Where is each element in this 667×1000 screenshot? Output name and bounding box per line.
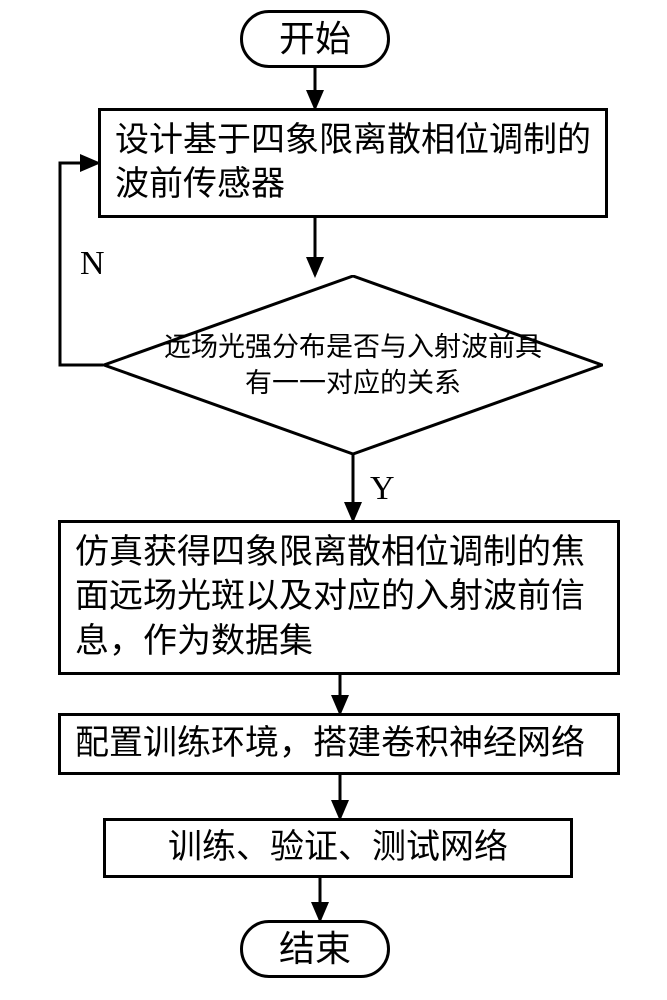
arrows-layer [0, 0, 667, 1000]
flowchart-canvas: 开始 设计基于四象限离散相位调制的波前传感器 远场光强分布是否与入射波前具有一一… [0, 0, 667, 1000]
